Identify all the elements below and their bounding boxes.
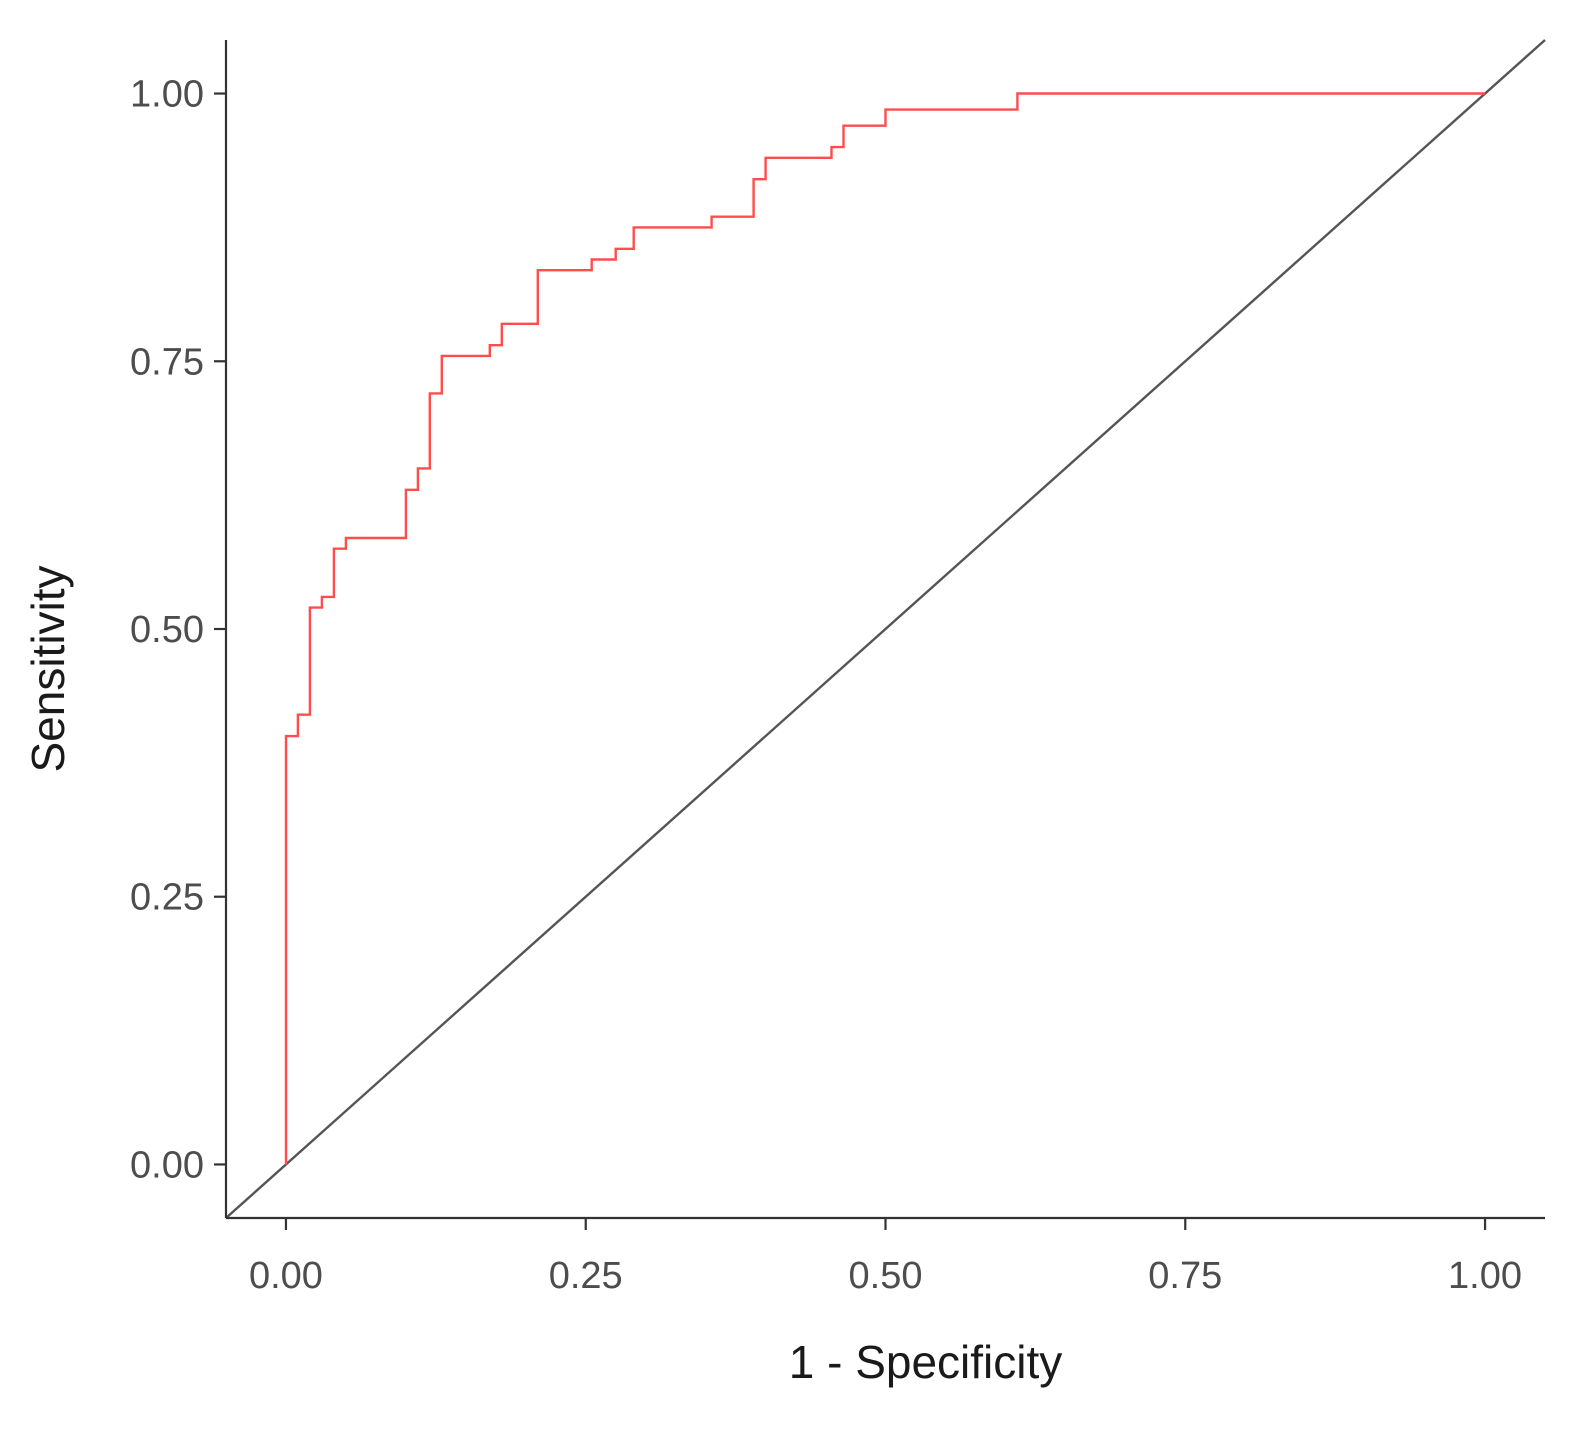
x-tick-label: 1.00 (1448, 1255, 1522, 1297)
x-tick-label: 0.50 (849, 1255, 923, 1297)
x-axis-title: 1 - Specificity (789, 1336, 1063, 1388)
y-tick-label: 1.00 (130, 74, 204, 116)
reference-diagonal-line (225, 39, 1546, 1219)
y-axis-title: Sensitivity (22, 565, 74, 772)
y-tick-label: 0.50 (130, 609, 204, 651)
y-tick-label: 0.00 (130, 1144, 204, 1186)
y-tick-label: 0.25 (130, 877, 204, 919)
plot-area (225, 39, 1546, 1219)
roc-curve-line (284, 92, 1485, 1165)
y-tick-label: 0.75 (130, 341, 204, 383)
y-axis-ticks: 0.00 0.25 0.50 0.75 1.00 (130, 74, 226, 1186)
x-axis-ticks: 0.00 0.25 0.50 0.75 1.00 (249, 1218, 1522, 1297)
x-tick-label: 0.00 (249, 1255, 323, 1297)
x-tick-label: 0.75 (1148, 1255, 1222, 1297)
x-tick-label: 0.25 (549, 1255, 623, 1297)
